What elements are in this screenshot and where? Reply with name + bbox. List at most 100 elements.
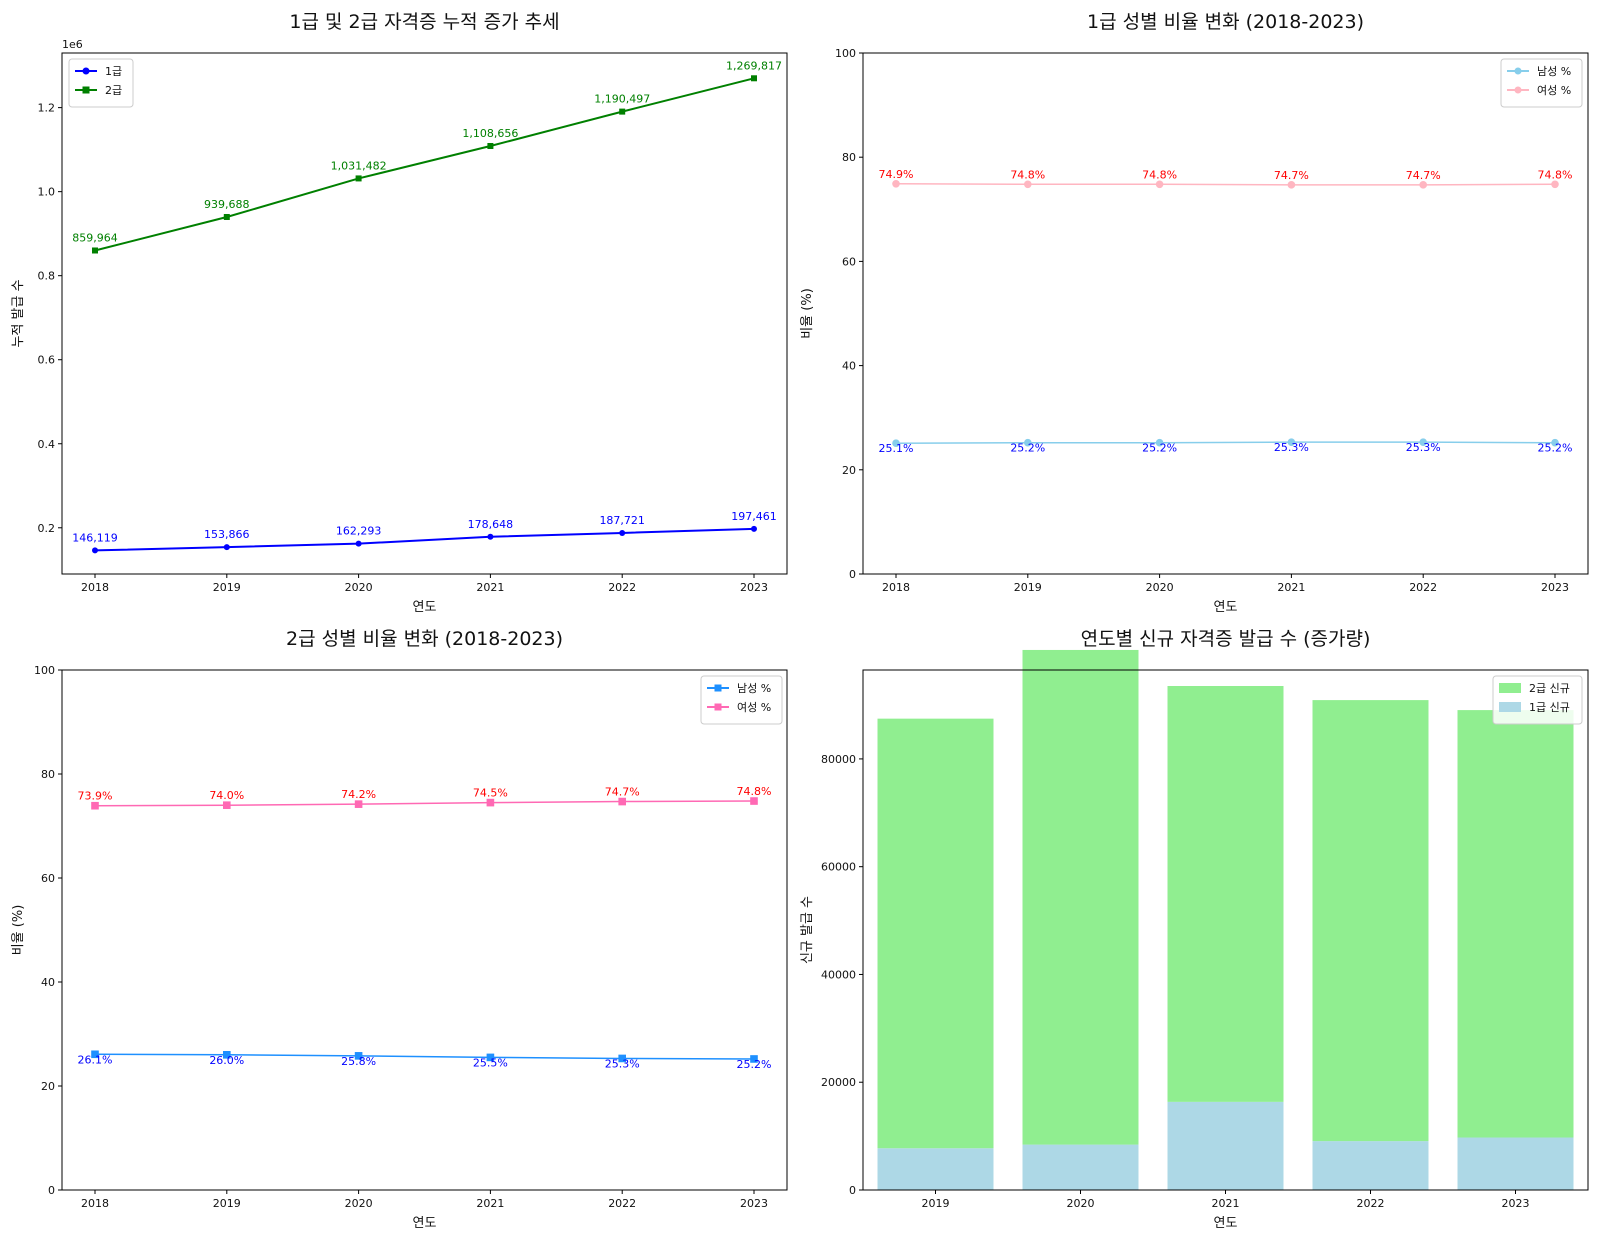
legend-label: 남성 %: [737, 682, 771, 695]
chart-title: 1급 성별 비율 변화 (2018-2023): [1087, 11, 1364, 33]
y-tick-label: 80: [41, 768, 55, 781]
data-point: [751, 525, 757, 532]
legend-label: 여성 %: [737, 701, 771, 714]
data-label: 153,866: [204, 528, 250, 541]
y-tick-label: 0.2: [38, 522, 56, 535]
legend-label: 여성 %: [1537, 84, 1571, 97]
data-point: [619, 529, 626, 536]
data-point: [354, 1052, 363, 1060]
y-tick-label: 0.4: [38, 438, 56, 451]
y-tick-label: 80000: [821, 753, 856, 766]
data-label: 25.3%: [605, 1057, 640, 1070]
legend-marker: [714, 703, 722, 711]
plot-border: [862, 669, 1589, 1191]
x-tick-label: 2020: [1067, 1197, 1095, 1210]
data-point: [1287, 438, 1296, 446]
data-label: 178,648: [468, 518, 514, 531]
legend-item: 2급 신규: [1499, 682, 1570, 695]
y-axis-label: 비율 (%): [800, 288, 815, 339]
data-point: [355, 540, 362, 547]
x-tick-label: 2018: [81, 581, 109, 594]
data-point: [618, 1054, 626, 1063]
data-label: 939,688: [204, 198, 250, 211]
y-tick-label: 60000: [821, 861, 856, 874]
series-line: [94, 800, 755, 807]
legend-item: 남성 %: [1507, 65, 1571, 78]
x-tick-label: 2023: [1502, 1197, 1530, 1210]
y-tick-label: 0.8: [38, 270, 56, 283]
data-point: [1024, 180, 1032, 189]
data-point: [750, 797, 758, 805]
x-tick-label: 2021: [1277, 581, 1305, 594]
data-label: 26.0%: [209, 1054, 244, 1067]
legend-item: 남성 %: [707, 682, 771, 695]
legend-swatch: [1499, 702, 1521, 712]
x-tick-label: 2023: [740, 581, 768, 594]
x-tick-label: 2022: [608, 581, 636, 594]
legend-item: 2급: [75, 84, 122, 97]
data-label: 25.2%: [1010, 442, 1045, 455]
chart-2: 1급 성별 비율 변화 (2018-2023) 연도 비율 (%) 2018 2019 2…: [800, 11, 1589, 615]
data-point: [223, 801, 231, 809]
x-tick-label: 2020: [345, 1197, 373, 1210]
data-point: [355, 175, 362, 182]
bar-1급-신규: [1457, 1137, 1574, 1190]
data-label: 74.7%: [1406, 169, 1441, 182]
legend-label: 남성 %: [1537, 65, 1571, 78]
offset-text: 1e6: [62, 38, 83, 51]
data-label: 74.0%: [209, 789, 244, 802]
x-tick-label: 2021: [476, 581, 504, 594]
data-label: 146,119: [72, 531, 118, 544]
series-2: 859,964 939,688 1,031,482 1,108,656 1,190,49…: [72, 59, 782, 254]
legend-label: 2급: [105, 84, 122, 97]
legend-item: 1급 신규: [1499, 701, 1570, 714]
series-1: 146,119 153,866 162,293 178,648 187,721 197,4…: [72, 510, 777, 554]
data-label: 25.2%: [737, 1058, 772, 1071]
y-axis-label: 누적 발급 수: [11, 279, 26, 347]
series-line: [94, 1053, 755, 1060]
y-tick-label: 80: [842, 151, 856, 164]
bar-2급-신규: [1457, 710, 1574, 1138]
data-label: 1,190,497: [594, 93, 650, 106]
data-point: [892, 439, 900, 448]
y-tick-label: 0: [48, 1184, 55, 1197]
plot-border: [61, 669, 788, 1191]
legend-label: 1급: [105, 65, 122, 78]
data-point: [223, 1051, 231, 1059]
data-point: [1287, 181, 1296, 189]
y-tick-label: 20: [842, 464, 856, 477]
data-label: 74.7%: [605, 786, 640, 799]
data-label: 1,108,656: [462, 127, 518, 140]
data-label: 74.8%: [1538, 168, 1573, 181]
chart-3: 2급 성별 비율 변화 (2018-2023) 연도 비율 (%) 2018 2019 2…: [11, 628, 788, 1231]
data-point: [92, 547, 98, 554]
bar-1급-신규: [1312, 1141, 1429, 1190]
y-tick-label: 60: [842, 255, 856, 268]
data-label: 26.1%: [78, 1053, 113, 1066]
data-label: 197,461: [731, 510, 777, 523]
series-2: 74.9% 74.8% 74.8% 74.7% 74.7% 74.8%: [879, 168, 1573, 189]
legend-marker: [1514, 86, 1522, 94]
data-label: 859,964: [72, 231, 118, 244]
bar-1급-신규: [1167, 1101, 1284, 1190]
data-point: [486, 798, 495, 807]
data-point: [91, 1050, 99, 1059]
legend-label: 1급 신규: [1529, 701, 1570, 714]
y-tick-label: 0.6: [38, 354, 56, 367]
y-tick-label: 40: [41, 976, 55, 989]
x-tick-label: 2020: [345, 581, 373, 594]
data-label: 73.9%: [78, 790, 113, 803]
data-label: 74.8%: [1142, 168, 1177, 181]
data-point: [354, 800, 363, 808]
data-label: 187,721: [599, 514, 645, 527]
chart-title: 연도별 신규 자격증 발급 수 (증가량): [1081, 628, 1371, 650]
data-point: [1551, 180, 1559, 189]
data-point: [751, 75, 757, 82]
y-tick-label: 20: [41, 1080, 55, 1093]
x-tick-label: 2020: [1146, 581, 1174, 594]
data-label: 74.7%: [1274, 169, 1309, 182]
data-label: 74.5%: [473, 787, 508, 800]
